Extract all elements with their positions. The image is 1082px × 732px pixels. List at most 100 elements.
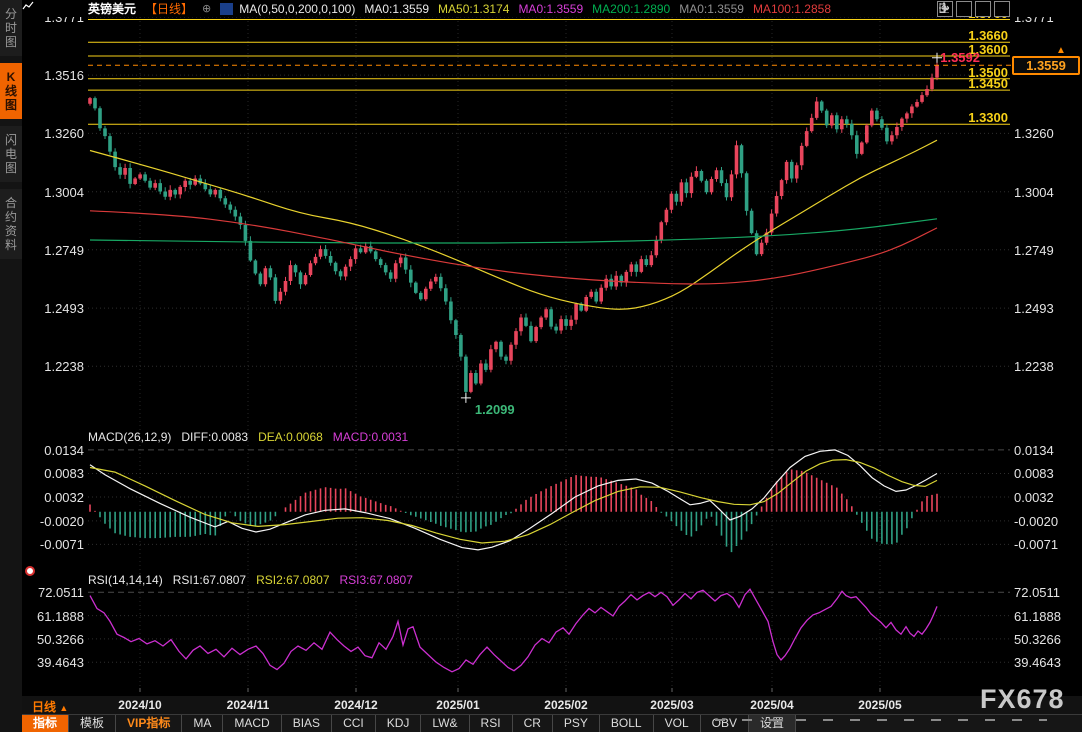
rsi-line [90, 589, 937, 672]
price-level-label: 1.3300 [900, 110, 1008, 125]
price-axis-label: 1.3260 [22, 126, 84, 141]
macd-axis-label: 0.0032 [1014, 490, 1078, 505]
chart-header: 英镑美元 【日线】 ⊕ MA(0,50,0,200,0,100) MA0:1.3… [22, 0, 1082, 17]
line-chart-icon[interactable] [220, 3, 233, 15]
macd-axis-label: -0.0071 [1014, 537, 1078, 552]
macd-axis-label: 0.0134 [22, 443, 84, 458]
time-tick-label: 2024/11 [218, 698, 278, 712]
macd-axis-label: 0.0083 [22, 466, 84, 481]
symbol-title: 英镑美元 [88, 0, 136, 17]
chevron-up-icon: ▲ [59, 703, 68, 713]
toolbar-button-指标[interactable]: 指标 [22, 715, 69, 732]
ma100-line [90, 211, 937, 284]
macd-axis-label: 0.0134 [1014, 443, 1078, 458]
price-axis-label: 1.3004 [22, 185, 84, 200]
rsi-value-label: RSI3:67.0807 [340, 573, 413, 587]
toolbar-button-PSY[interactable]: PSY [553, 715, 600, 732]
rsi-axis-label: 39.4643 [1014, 655, 1078, 670]
ma-value-label: MA200:1.2890 [592, 2, 670, 16]
low-price-label: 1.2099 [475, 402, 515, 417]
ma-settings-label: MA(0,50,0,200,0,100) [239, 2, 355, 16]
toolbar-button-settings[interactable]: 设置 [749, 715, 796, 732]
ma-values: MA0:1.3559 MA50:1.3174 MA0:1.3559 MA200:1.2… [364, 2, 840, 16]
sidebar-tab-4[interactable]: 合约资料 [0, 189, 22, 259]
rsi-axis-label: 72.0511 [22, 585, 84, 600]
price-axis-label: 1.2238 [22, 359, 84, 374]
macd-value-label: MACD(26,12,9) [88, 430, 171, 444]
price-axis-label: 1.3516 [22, 68, 84, 83]
ma200-line [90, 219, 937, 243]
toolbar-button-VIP指标[interactable]: VIP指标 [116, 715, 182, 732]
ma-value-label: MA0:1.3559 [518, 2, 583, 16]
sidebar-tab-3[interactable]: 闪电图 [0, 126, 22, 182]
macd-hist-negative [100, 512, 912, 552]
rsi-value-label: RSI1:67.0807 [173, 573, 246, 587]
candle-wicks-up [90, 58, 937, 393]
add-indicator-icon[interactable]: ⊕ [202, 2, 211, 15]
zoom-y-axis-icon[interactable] [956, 1, 972, 17]
rsi-axis-label: 39.4643 [22, 655, 84, 670]
rsi-axis-label: 50.3266 [1014, 632, 1078, 647]
toolbar-button-模板[interactable]: 模板 [69, 715, 116, 732]
macd-dea-line [90, 460, 937, 543]
price-axis-label: 1.3004 [1014, 185, 1078, 200]
macd-value-label: DIFF:0.0083 [181, 430, 248, 444]
pane-handle-icon[interactable] [25, 566, 35, 576]
toolbar-button-CR[interactable]: CR [513, 715, 553, 732]
period-selector[interactable]: 日线 ▲ [32, 698, 68, 715]
macd-dif-line [90, 450, 937, 550]
price-axis-label: 1.2749 [1014, 243, 1078, 258]
time-tick-label: 2025/03 [642, 698, 702, 712]
ma-value-label: MA0:1.3559 [679, 2, 744, 16]
ma-value-label: MA100:1.2858 [753, 2, 831, 16]
time-tick-label: 2025/05 [850, 698, 910, 712]
macd-axis-label: -0.0020 [1014, 514, 1078, 529]
macd-axis-label: -0.0071 [22, 537, 84, 552]
bottom-toolbar: 指标模板VIP指标MAMACDBIASCCIKDJLW&RSICRPSYBOLL… [22, 714, 1082, 732]
rsi-axis-label: 61.1888 [1014, 609, 1078, 624]
price-axis-label: 1.3260 [1014, 126, 1078, 141]
low-marker-cross [461, 393, 471, 403]
toolbar-button-CCI[interactable]: CCI [332, 715, 376, 732]
rsi-axis-label: 50.3266 [22, 632, 84, 647]
current-price-value: 1.3559 [1026, 58, 1066, 73]
rsi-axis-label: 72.0511 [1014, 585, 1078, 600]
current-price-tag[interactable]: 1.3559 [1012, 56, 1080, 75]
toolbar-button-RSI[interactable]: RSI [470, 715, 513, 732]
sidebar-tab-2[interactable]: K线图 [0, 63, 22, 119]
toolbar-button-LW&[interactable]: LW& [421, 715, 469, 732]
high-price-label: 1.3592 [928, 50, 980, 65]
macd-value-label: MACD:0.0031 [333, 430, 408, 444]
macd-axis-label: 0.0032 [22, 490, 84, 505]
toolbar-button-BOLL[interactable]: BOLL [600, 715, 654, 732]
macd-axis-label: -0.0020 [22, 514, 84, 529]
macd-hist-positive [90, 470, 937, 512]
time-axis: 日线 ▲ 2024/102024/112024/122025/012025/02… [22, 696, 1082, 714]
macd-header: MACD(26,12,9) DIFF:0.0083 DEA:0.0068 MACD:0… [88, 430, 418, 444]
sidebar: 分时图 K线图闪电图合约资料 [0, 0, 22, 732]
toolbar-button-OBV[interactable]: OBV [701, 715, 749, 732]
toolbar-button-MA[interactable]: MA [182, 715, 223, 732]
macd-axis-label: 0.0083 [1014, 466, 1078, 481]
price-axis-label: 1.2238 [1014, 359, 1078, 374]
time-tick-label: 2024/12 [326, 698, 386, 712]
toolbar-button-VOL[interactable]: VOL [654, 715, 701, 732]
rsi-header: RSI(14,14,14)RSI1:67.0807RSI2:67.0807RSI… [88, 573, 423, 587]
time-tick-label: 2024/10 [110, 698, 170, 712]
period-tag[interactable]: 【日线】 [145, 0, 193, 17]
rsi-axis-label: 61.1888 [22, 609, 84, 624]
macd-value-label: DEA:0.0068 [258, 430, 323, 444]
ma-value-label: MA50:1.3174 [438, 2, 509, 16]
toolbar-button-MACD[interactable]: MACD [223, 715, 281, 732]
brand-watermark: FX678 [980, 684, 1065, 715]
price-level-label: 1.3450 [900, 76, 1008, 91]
price-axis-label: 1.2749 [22, 243, 84, 258]
screenshot-export-icon[interactable] [994, 1, 1010, 17]
axis-dash-marks [715, 719, 1047, 721]
toolbar-button-BIAS[interactable]: BIAS [282, 715, 332, 732]
ma50-line [90, 140, 937, 309]
zoom-x-axis-icon[interactable] [975, 1, 991, 17]
rsi-value-label: RSI2:67.0807 [256, 573, 329, 587]
sidebar-tab-1[interactable]: 分时图 [0, 0, 22, 56]
toolbar-button-KDJ[interactable]: KDJ [376, 715, 422, 732]
